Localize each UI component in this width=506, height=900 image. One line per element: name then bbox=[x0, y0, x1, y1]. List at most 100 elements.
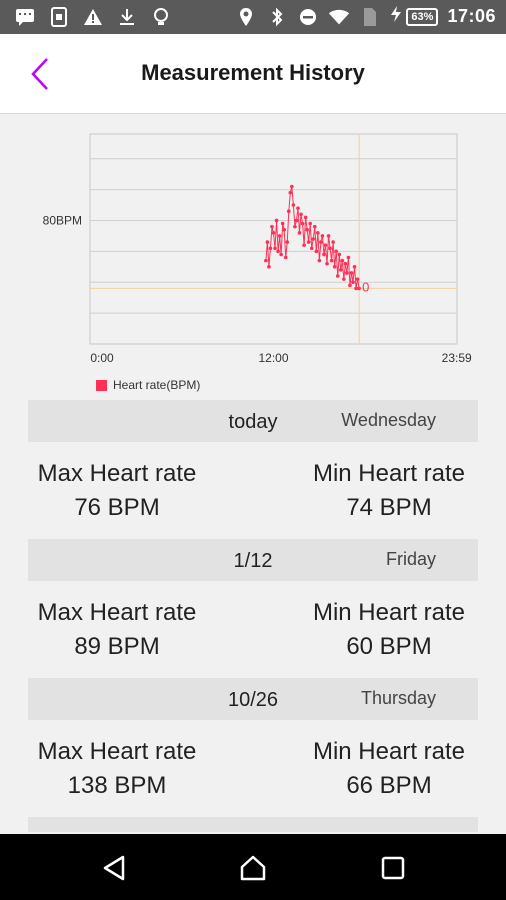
navigation-bar bbox=[0, 834, 506, 900]
heart-rate-point bbox=[270, 224, 274, 229]
max-value: 76 BPM bbox=[74, 494, 160, 521]
y-axis-label-80: 80BPM bbox=[43, 213, 82, 227]
history-list[interactable]: today Wednesday Max Heart rate 76 BPM Mi… bbox=[0, 400, 506, 832]
heart-rate-point bbox=[291, 203, 296, 207]
page-title: Measurement History bbox=[141, 60, 365, 85]
history-day[interactable]: 1/12 Friday Max Heart rate 89 BPM Min He… bbox=[0, 539, 506, 678]
x-tick-label: 12:00 bbox=[258, 351, 288, 365]
heart-rate-point bbox=[312, 224, 317, 229]
day-weekday: Wednesday bbox=[341, 410, 436, 430]
heart-rate-point bbox=[331, 240, 335, 244]
plot-area bbox=[89, 133, 458, 345]
heart-rate-point bbox=[326, 234, 331, 238]
status-bar: 63% 17:06 bbox=[0, 0, 506, 34]
heart-rate-point bbox=[265, 240, 270, 244]
heart-rate-point bbox=[288, 190, 293, 195]
heart-rate-point bbox=[302, 243, 306, 247]
max-label: Max Heart rate bbox=[37, 460, 197, 487]
min-value: 60 BPM bbox=[346, 633, 432, 660]
nav-recents-button[interactable] bbox=[376, 851, 410, 885]
bluetooth-icon bbox=[266, 6, 288, 28]
heart-rate-point bbox=[342, 277, 346, 281]
heart-rate-point bbox=[357, 286, 361, 291]
heart-rate-point bbox=[354, 286, 358, 291]
heart-rate-point bbox=[282, 227, 287, 232]
location-icon bbox=[235, 6, 257, 28]
day-stats: Max Heart rate 89 BPM Min Heart rate 60 … bbox=[0, 581, 506, 678]
heart-rate-point bbox=[294, 218, 299, 223]
download-icon bbox=[116, 6, 138, 28]
heart-rate-point bbox=[296, 206, 300, 210]
max-heart-rate: Max Heart rate 89 BPM bbox=[22, 599, 212, 661]
heart-rate-point bbox=[277, 234, 282, 238]
heart-rate-point bbox=[297, 231, 302, 235]
heart-rate-point bbox=[267, 264, 271, 269]
x-tick-label: 23:59 bbox=[442, 351, 472, 365]
heart-rate-line bbox=[265, 186, 360, 289]
heart-rate-point bbox=[332, 264, 337, 269]
heart-rate-point bbox=[314, 249, 319, 254]
heart-rate-point bbox=[299, 212, 303, 217]
heart-rate-point bbox=[273, 246, 277, 251]
legend-swatch bbox=[96, 379, 107, 391]
heart-rate-point bbox=[325, 261, 329, 266]
max-label: Max Heart rate bbox=[37, 599, 197, 626]
home-circle-icon bbox=[240, 855, 266, 881]
day-stats: Max Heart rate 76 BPM Min Heart rate 74 … bbox=[0, 442, 506, 539]
nav-home-button[interactable] bbox=[236, 851, 270, 885]
back-button[interactable] bbox=[22, 54, 58, 94]
heart-rate-point bbox=[351, 280, 355, 285]
day-header: today Wednesday bbox=[28, 400, 478, 442]
x-tick-label: 0:00 bbox=[90, 351, 114, 365]
heart-rate-point bbox=[317, 258, 322, 263]
min-value: 66 BPM bbox=[346, 772, 432, 799]
heart-rate-point bbox=[268, 246, 273, 251]
heart-rate-point bbox=[319, 240, 323, 244]
battery-level: 63% bbox=[406, 7, 439, 26]
heart-rate-point bbox=[329, 258, 334, 263]
chevron-left-icon bbox=[31, 58, 48, 90]
battery-indicator: 63% bbox=[390, 5, 439, 28]
max-value: 138 BPM bbox=[67, 772, 167, 799]
heart-rate-point bbox=[349, 271, 354, 275]
heart-rate-point bbox=[286, 209, 291, 214]
history-day[interactable]: today Wednesday Max Heart rate 76 BPM Mi… bbox=[0, 400, 506, 539]
max-label: Max Heart rate bbox=[37, 738, 197, 765]
history-day[interactable]: 10/26 Thursday Max Heart rate 138 BPM Mi… bbox=[0, 678, 506, 817]
nav-back-button[interactable] bbox=[97, 851, 131, 885]
day-weekday: Friday bbox=[385, 549, 436, 569]
sim-icon bbox=[48, 6, 70, 28]
min-label: Min Heart rate bbox=[312, 599, 466, 626]
max-heart-rate: Max Heart rate 76 BPM bbox=[22, 460, 212, 522]
day-weekday: Thursday bbox=[360, 688, 436, 708]
min-heart-rate: Min Heart rate 60 BPM bbox=[294, 599, 484, 661]
day-date: 1/12 bbox=[233, 550, 273, 572]
heart-rate-point bbox=[309, 246, 314, 251]
heart-rate-point bbox=[290, 184, 294, 189]
day-header-partial bbox=[28, 817, 478, 832]
back-triangle-icon bbox=[103, 855, 125, 881]
heart-rate-point bbox=[346, 255, 351, 260]
heart-rate-point bbox=[308, 221, 313, 226]
heart-rate-point bbox=[337, 252, 342, 257]
heart-rate-point bbox=[279, 252, 283, 257]
chart-svg: 80BPM 0:00 12:00 23:59 0 bbox=[43, 133, 472, 365]
warning-icon bbox=[82, 6, 104, 28]
app-bar: Measurement History bbox=[0, 34, 506, 114]
heart-rate-point bbox=[303, 215, 308, 220]
heart-rate-point bbox=[323, 243, 328, 247]
day-stats: Max Heart rate 138 BPM Min Heart rate 66… bbox=[0, 720, 506, 817]
wifi-icon bbox=[328, 6, 350, 28]
heart-rate-point bbox=[338, 268, 343, 272]
heart-rate-point bbox=[334, 249, 338, 254]
no-sim-icon bbox=[359, 6, 381, 28]
day-date: 10/26 bbox=[227, 689, 279, 711]
heart-rate-point bbox=[355, 277, 360, 281]
heart-rate-point bbox=[285, 240, 290, 244]
heart-rate-point bbox=[316, 231, 320, 235]
heart-rate-chart: 80BPM 0:00 12:00 23:59 0 Heart rate(BPM) bbox=[20, 124, 486, 399]
heart-rate-point bbox=[322, 252, 326, 257]
bulb-icon bbox=[150, 6, 172, 28]
heart-rate-point bbox=[328, 246, 332, 251]
min-label: Min Heart rate bbox=[312, 738, 466, 765]
